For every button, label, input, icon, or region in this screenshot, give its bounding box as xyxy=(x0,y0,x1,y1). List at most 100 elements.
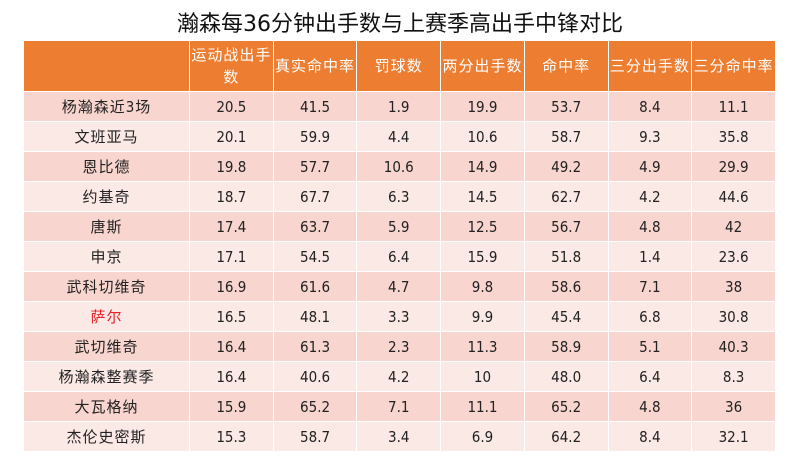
player-name: 大瓦格纳 xyxy=(23,391,190,422)
stat-cell: 4.8 xyxy=(607,211,693,242)
stat-cell: 44.6 xyxy=(691,181,776,212)
stat-cell: 61.6 xyxy=(272,271,358,302)
stat-cell: 15.9 xyxy=(189,391,274,422)
stat-cell: 19.8 xyxy=(189,151,274,182)
column-header: 运动战出手数 xyxy=(189,40,274,92)
player-name: 杨瀚森整赛季 xyxy=(23,361,190,392)
player-name: 武科切维奇 xyxy=(23,271,190,302)
stat-cell: 30.8 xyxy=(691,301,776,332)
player-name: 恩比德 xyxy=(23,151,190,182)
stat-cell: 14.9 xyxy=(440,151,525,182)
stat-cell: 61.3 xyxy=(272,331,358,362)
stat-cell: 3.4 xyxy=(356,421,442,452)
stat-cell: 6.4 xyxy=(356,241,442,272)
stat-cell: 16.4 xyxy=(189,331,274,362)
header-row: 运动战出手数 真实命中率 罚球数 两分出手数 命中率 三分出手数 三分命中率 xyxy=(23,40,776,92)
stat-cell: 11.3 xyxy=(440,331,525,362)
stat-cell: 6.3 xyxy=(356,181,442,212)
player-name: 唐斯 xyxy=(23,211,190,242)
chart-title: 瀚森每36分钟出手数与上赛季高出手中锋对比 xyxy=(177,12,623,37)
stat-cell: 14.5 xyxy=(440,181,525,212)
stat-cell: 8.3 xyxy=(691,361,776,392)
stat-cell: 38 xyxy=(691,271,776,302)
stat-cell: 53.7 xyxy=(523,91,609,122)
stat-cell: 29.9 xyxy=(691,151,776,182)
stat-cell: 5.9 xyxy=(356,211,442,242)
stat-cell: 17.4 xyxy=(189,211,274,242)
stat-cell: 58.9 xyxy=(523,331,609,362)
stat-cell: 4.8 xyxy=(607,391,693,422)
table-row: 约基奇 18.7 67.7 6.3 14.5 62.7 4.2 44.6 xyxy=(23,181,776,212)
stat-cell: 35.8 xyxy=(691,121,776,152)
stat-cell: 41.5 xyxy=(272,91,358,122)
stat-cell: 6.9 xyxy=(440,421,525,452)
stat-cell: 17.1 xyxy=(189,241,274,272)
stat-cell: 9.9 xyxy=(440,301,525,332)
stat-cell: 15.3 xyxy=(189,421,274,452)
column-header xyxy=(23,40,190,92)
stat-cell: 58.7 xyxy=(523,121,609,152)
stat-cell: 56.7 xyxy=(523,211,609,242)
player-name: 申京 xyxy=(23,241,190,272)
table-row: 大瓦格纳 15.9 65.2 7.1 11.1 65.2 4.8 36 xyxy=(23,391,776,422)
stat-cell: 48.1 xyxy=(272,301,358,332)
stat-cell: 20.5 xyxy=(189,91,274,122)
stat-cell: 12.5 xyxy=(440,211,525,242)
stat-cell: 65.2 xyxy=(272,391,358,422)
stat-cell: 36 xyxy=(691,391,776,422)
player-name: 杰伦史密斯 xyxy=(23,421,190,452)
stat-cell: 58.7 xyxy=(272,421,358,452)
table-row: 杰伦史密斯 15.3 58.7 3.4 6.9 64.2 8.4 32.1 xyxy=(23,421,776,452)
stat-cell: 10.6 xyxy=(356,151,442,182)
stat-cell: 58.6 xyxy=(523,271,609,302)
stat-cell: 40.3 xyxy=(691,331,776,362)
stat-cell: 4.9 xyxy=(607,151,693,182)
player-name: 萨尔 xyxy=(23,301,190,332)
stat-cell: 54.5 xyxy=(272,241,358,272)
column-header: 命中率 xyxy=(523,40,609,92)
stat-cell: 3.3 xyxy=(356,301,442,332)
stat-cell: 40.6 xyxy=(272,361,358,392)
table-row: 恩比德 19.8 57.7 10.6 14.9 49.2 4.9 29.9 xyxy=(23,151,776,182)
stat-cell: 1.4 xyxy=(607,241,693,272)
column-header: 真实命中率 xyxy=(272,40,358,92)
column-header: 两分出手数 xyxy=(440,40,525,92)
stat-cell: 5.1 xyxy=(607,331,693,362)
stat-cell: 48.0 xyxy=(523,361,609,392)
table-row: 武科切维奇 16.9 61.6 4.7 9.8 58.6 7.1 38 xyxy=(23,271,776,302)
table-row: 萨尔 16.5 48.1 3.3 9.9 45.4 6.8 30.8 xyxy=(23,301,776,332)
stat-cell: 20.1 xyxy=(189,121,274,152)
stat-cell: 4.2 xyxy=(356,361,442,392)
stat-cell: 7.1 xyxy=(607,271,693,302)
stat-cell: 67.7 xyxy=(272,181,358,212)
stat-cell: 65.2 xyxy=(523,391,609,422)
table-row: 武切维奇 16.4 61.3 2.3 11.3 58.9 5.1 40.3 xyxy=(23,331,776,362)
stat-cell: 32.1 xyxy=(691,421,776,452)
stat-cell: 6.4 xyxy=(607,361,693,392)
comparison-table: 运动战出手数 真实命中率 罚球数 两分出手数 命中率 三分出手数 三分命中率 杨瀚森近3场 2… xyxy=(23,40,776,452)
player-name: 文班亚马 xyxy=(23,121,190,152)
stat-cell: 1.9 xyxy=(356,91,442,122)
stat-cell: 2.3 xyxy=(356,331,442,362)
stat-cell: 7.1 xyxy=(356,391,442,422)
stat-cell: 64.2 xyxy=(523,421,609,452)
stat-cell: 19.9 xyxy=(440,91,525,122)
stat-cell: 9.8 xyxy=(440,271,525,302)
stat-cell: 15.9 xyxy=(440,241,525,272)
table-row: 杨瀚森整赛季 16.4 40.6 4.2 10 48.0 6.4 8.3 xyxy=(23,361,776,392)
stat-cell: 11.1 xyxy=(691,91,776,122)
player-name: 武切维奇 xyxy=(23,331,190,362)
table-row: 唐斯 17.4 63.7 5.9 12.5 56.7 4.8 42 xyxy=(23,211,776,242)
column-header: 三分出手数 xyxy=(607,40,693,92)
stat-cell: 23.6 xyxy=(691,241,776,272)
stat-cell: 62.7 xyxy=(523,181,609,212)
stat-cell: 11.1 xyxy=(440,391,525,422)
stat-cell: 9.3 xyxy=(607,121,693,152)
stat-cell: 10.6 xyxy=(440,121,525,152)
stat-cell: 16.4 xyxy=(189,361,274,392)
stat-cell: 49.2 xyxy=(523,151,609,182)
stat-cell: 6.8 xyxy=(607,301,693,332)
stat-cell: 59.9 xyxy=(272,121,358,152)
stat-cell: 16.9 xyxy=(189,271,274,302)
stat-cell: 8.4 xyxy=(607,421,693,452)
